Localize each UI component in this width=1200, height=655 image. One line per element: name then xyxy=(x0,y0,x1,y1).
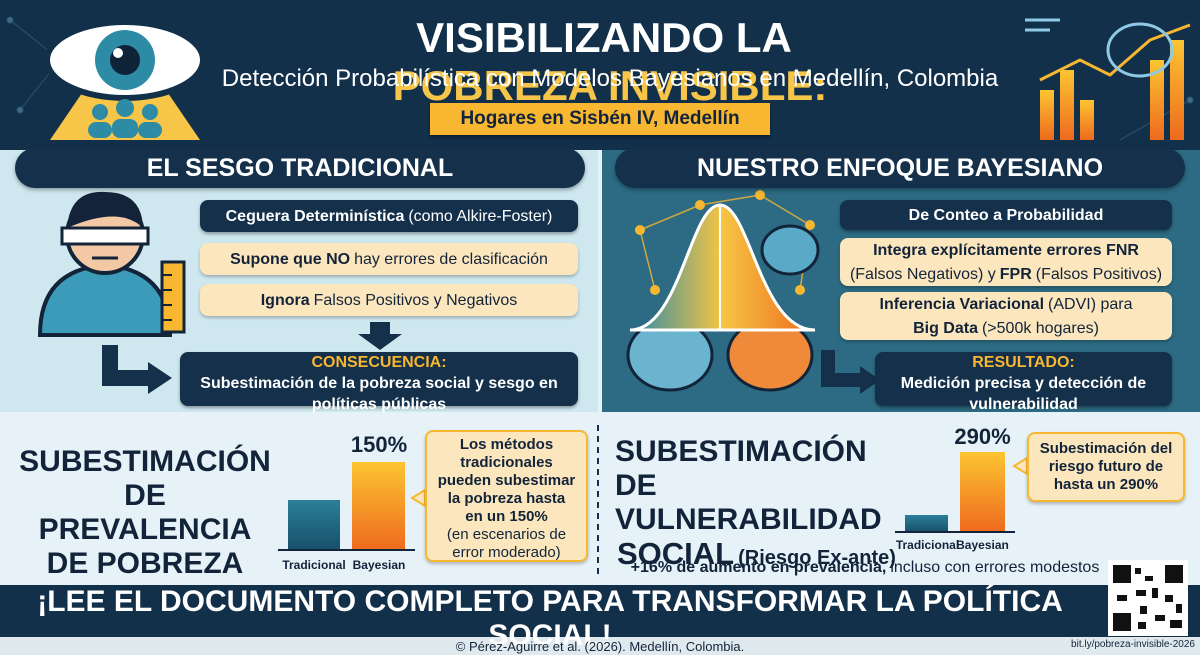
right-item: De Conteo a Probabilidad xyxy=(840,200,1172,230)
text-run: (ADVI) para xyxy=(1048,295,1133,313)
text-run: Falsos Positivos y Negativos xyxy=(313,291,518,309)
text-run: Medición precisa y detección de vulnerab… xyxy=(900,375,1147,413)
text-run: FPR xyxy=(999,265,1032,283)
ribbon: Hogares en Sisbén IV, Medellín xyxy=(430,103,770,135)
text-run: Integra explícitamente errores FNR xyxy=(873,241,1139,259)
bar-name: Bayesian xyxy=(352,558,406,572)
title-highlight: POBREZA INVISIBLE: xyxy=(392,62,828,109)
text-run: (>500k hogares) xyxy=(981,319,1099,337)
bar-name: Bayesian xyxy=(956,538,1009,552)
bar-value-label: 290% xyxy=(954,424,1011,449)
title-line: DE PREVALENCIA xyxy=(38,479,252,546)
left-item: Ceguera Determinística (como Alkire-Foste… xyxy=(200,200,578,232)
title-line: DE POBREZA xyxy=(46,547,244,580)
bar-name: Tradicional xyxy=(282,558,346,572)
text-run: (Falsos Negativos) y xyxy=(849,265,996,283)
text-run: Inferencia Variacional xyxy=(879,295,1045,313)
bar-name: Tradicional xyxy=(895,538,960,552)
text-run: Ignora xyxy=(260,291,310,309)
title-line: SUBESTIMACIÓN DE xyxy=(615,435,867,502)
text-run: Supone que NO xyxy=(230,250,351,268)
vulnerability-callout: Subestimación del riesgo futuro de hasta… xyxy=(1027,432,1185,502)
left-item: Ignora Falsos Positivos y Negativos xyxy=(200,284,578,316)
right-result: RESULTADO: Medición precisa y detección d… xyxy=(875,352,1172,413)
text-run: Subestimación del riesgo futuro de hasta… xyxy=(1039,440,1173,493)
text-run: (Riesgo Ex-ante) xyxy=(738,547,896,569)
text-run: +16% de aumento en prevalencia, xyxy=(630,558,887,576)
title: VISIBILIZANDO LA POBREZA INVISIBLE: xyxy=(200,14,1020,109)
prevalence-callout: Los métodos tradicionales pueden subesti… xyxy=(425,430,588,562)
right-item: Inferencia Variacional (ADVI) para Big Dat… xyxy=(840,292,1172,340)
call-to-action[interactable]: ¡LEE EL DOCUMENTO COMPLETO PARA TRANSFOR… xyxy=(37,585,1063,652)
text-run: RESULTADO: xyxy=(972,354,1075,371)
prevalence-title: SUBESTIMACIÓN DE PREVALENCIA DE POBREZA xyxy=(15,445,275,581)
text-run: hay errores de clasificación xyxy=(354,250,548,268)
left-item: Supone que NO hay errores de clasificació… xyxy=(200,243,578,275)
title-line: VULNERABILIDAD xyxy=(615,503,882,536)
text-run: SOCIAL xyxy=(617,536,735,571)
copyright: © Pérez-Aguirre et al. (2026). Medellín,… xyxy=(455,638,745,654)
text-run: CONSECUENCIA: xyxy=(311,354,447,371)
title-line: SOCIAL (Riesgo Ex-ante) xyxy=(615,537,905,575)
vulnerability-title: SUBESTIMACIÓN DE VULNERABILIDAD SOCIAL (R… xyxy=(615,435,905,575)
title-line: SUBESTIMACIÓN xyxy=(19,445,271,478)
vulnerability-note: +16% de aumento en prevalencia, incluso c… xyxy=(625,555,1105,579)
left-heading: EL SESGO TRADICIONAL xyxy=(15,148,585,188)
left-result: CONSECUENCIA: Subestimación de la pobreza… xyxy=(180,352,578,413)
right-heading: NUESTRO ENFOQUE BAYESIANO xyxy=(615,148,1185,188)
title-main: VISIBILIZANDO LA xyxy=(416,14,792,61)
text-run: Los métodos tradicionales pueden subesti… xyxy=(437,436,576,525)
text-run: Big Data xyxy=(913,319,978,337)
short-url[interactable]: bit.ly/pobreza-invisible-2026 xyxy=(1071,639,1195,650)
text-run: (Falsos Positivos) xyxy=(1035,265,1163,283)
bar-value-label: 150% xyxy=(350,432,408,457)
text-run: (como Alkire-Foster) xyxy=(408,207,553,225)
text-run: Subestimación de la pobreza social y ses… xyxy=(200,375,558,413)
text-run: (en escenarios de error moderado) xyxy=(446,526,567,561)
text-run: incluso con errores modestos xyxy=(890,558,1100,576)
subtitle: Detección Probabilística con Modelos Bay… xyxy=(221,65,999,92)
text-run: Ceguera Determinística xyxy=(225,207,405,225)
text-run: De Conteo a Probabilidad xyxy=(908,206,1104,224)
right-item: Integra explícitamente errores FNR (Falso… xyxy=(840,238,1172,286)
